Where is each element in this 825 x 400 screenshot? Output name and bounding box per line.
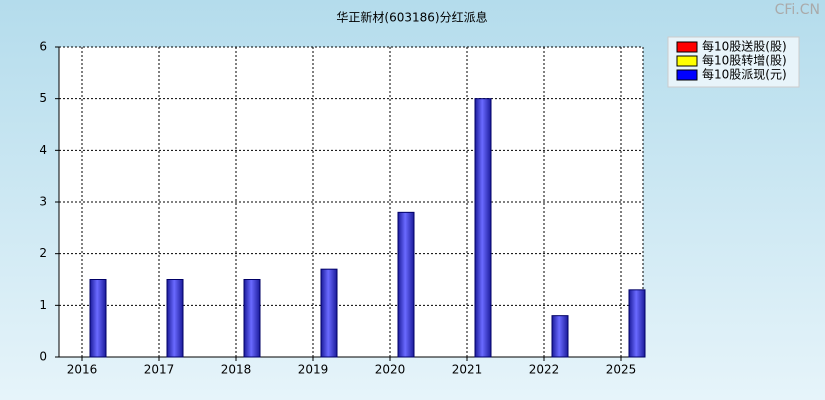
- legend-label: 每10股送股(股): [702, 39, 787, 54]
- y-tick-label: 1: [39, 298, 47, 312]
- chart-title: 华正新材(603186)分红派息: [336, 10, 487, 25]
- x-tick-label: 2017: [144, 363, 175, 377]
- bar: [551, 315, 569, 358]
- bar: [320, 268, 338, 358]
- bar: [166, 279, 184, 358]
- bar: [628, 289, 646, 358]
- x-tick-label: 2022: [529, 363, 560, 377]
- bar: [243, 279, 261, 358]
- bar: [89, 279, 107, 358]
- y-tick-label: 2: [39, 246, 47, 260]
- y-tick-label: 6: [39, 40, 47, 54]
- x-tick-label: 2020: [375, 363, 406, 377]
- bar: [474, 98, 492, 358]
- y-tick-label: 5: [39, 91, 47, 105]
- legend-label: 每10股派现(元): [702, 67, 787, 82]
- x-tick-label: 2016: [67, 363, 98, 377]
- x-tick-label: 2025: [606, 363, 637, 377]
- y-tick-label: 3: [39, 195, 47, 209]
- legend-swatch: [676, 41, 698, 53]
- x-tick-label: 2021: [452, 363, 483, 377]
- legend-swatch: [676, 69, 698, 81]
- bar: [397, 211, 415, 358]
- x-tick-label: 2018: [221, 363, 252, 377]
- legend-swatch: [676, 55, 698, 67]
- watermark: CFi.CN: [775, 2, 820, 18]
- x-tick-label: 2019: [298, 363, 329, 377]
- legend-label: 每10股转增(股): [702, 53, 787, 68]
- y-tick-label: 4: [39, 143, 47, 157]
- y-tick-label: 0: [39, 350, 47, 364]
